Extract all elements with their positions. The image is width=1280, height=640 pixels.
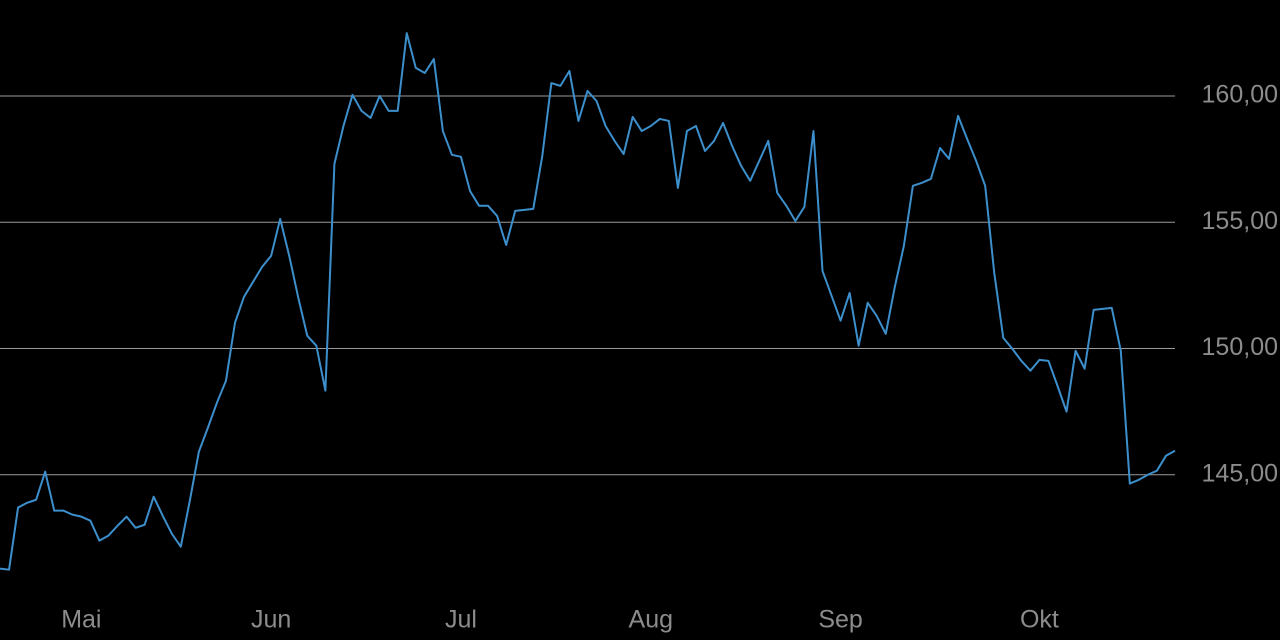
y-tick-label: 145,00 — [1202, 459, 1278, 487]
x-tick-label: Sep — [818, 606, 862, 634]
x-tick-label: Aug — [629, 606, 673, 634]
y-tick-label: 155,00 — [1202, 207, 1278, 235]
y-tick-label: 160,00 — [1202, 81, 1278, 109]
y-tick-label: 150,00 — [1202, 333, 1278, 361]
price-line — [0, 32, 1176, 571]
x-tick-label: Mai — [61, 606, 101, 634]
x-tick-label: Okt — [1020, 606, 1059, 634]
x-tick-label: Jun — [251, 606, 291, 634]
x-tick-label: Jul — [445, 606, 477, 634]
